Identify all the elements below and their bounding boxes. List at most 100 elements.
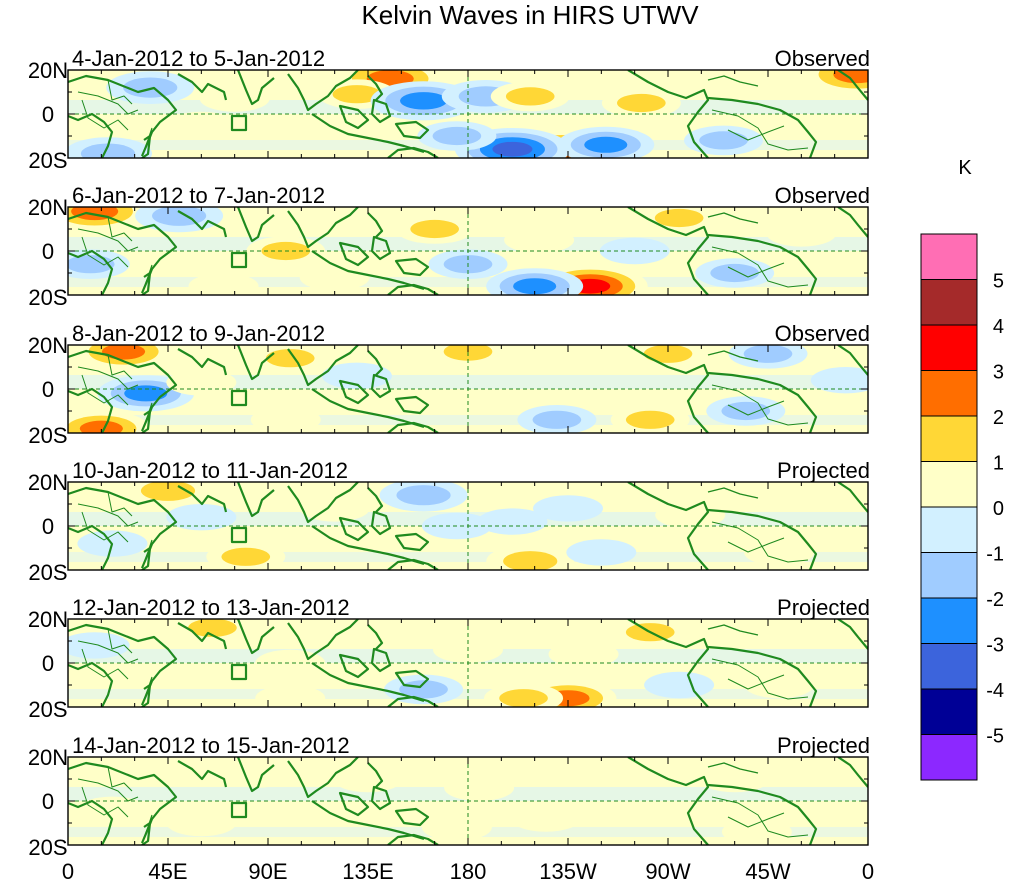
- colorbar-label: 0: [993, 498, 1004, 520]
- panel-kind-label: Projected: [777, 733, 870, 758]
- anomaly-contour: [510, 805, 581, 832]
- anomaly-contour: [644, 671, 715, 699]
- anomaly-contour: [444, 774, 515, 801]
- anomaly-contour: [221, 761, 292, 788]
- anomaly-contour: [721, 401, 771, 421]
- colorbar-swatch: [920, 643, 978, 690]
- colorbar-label: 3: [993, 362, 1004, 384]
- y-tick-label: 20N: [28, 745, 68, 770]
- panel-period-label: 14-Jan-2012 to 15-Jan-2012: [72, 733, 350, 758]
- anomaly-contour: [199, 85, 270, 112]
- panel-6: 20N 0 20S 14-Jan-2012 to 15-Jan-2012 Project…: [28, 733, 870, 860]
- x-axis: 0 45E 90E 135E 180 135W 90W 45W 0: [62, 859, 874, 884]
- anomaly-contour: [599, 757, 670, 784]
- anomaly-contour: [744, 482, 815, 509]
- x-tick-label: 135E: [342, 859, 393, 884]
- anomaly-contour: [140, 482, 196, 501]
- anomaly-contour: [166, 809, 237, 837]
- anomaly-contour: [221, 547, 271, 566]
- colorbar-swatch: [920, 552, 978, 599]
- y-tick-label: 20S: [28, 560, 67, 585]
- panel-period-label: 6-Jan-2012 to 7-Jan-2012: [72, 183, 325, 208]
- y-tick-label: 20N: [28, 470, 68, 495]
- anomaly-contour: [166, 111, 237, 139]
- colorbar-label: 1: [993, 453, 1004, 475]
- panel-streak: [68, 552, 868, 562]
- y-tick-label: 0: [42, 377, 54, 402]
- colorbar-label: -3: [986, 635, 1004, 657]
- colorbar-label: 5: [993, 271, 1004, 293]
- anomaly-contour: [744, 671, 815, 699]
- y-tick-label: 20S: [28, 835, 67, 860]
- y-tick-label: 20N: [28, 195, 68, 220]
- anomaly-contour: [655, 501, 726, 529]
- panel-3: 20N 0 20S 8-Jan-2012 to 9-Jan-2012 Observed: [28, 321, 870, 448]
- anomaly-contour: [643, 345, 693, 363]
- colorbar-label: -4: [986, 680, 1004, 702]
- x-tick-label: 90E: [248, 859, 287, 884]
- anomaly-contour: [744, 619, 815, 646]
- anomaly-contour: [265, 349, 315, 368]
- x-tick-label: 45W: [745, 859, 790, 884]
- colorbar-label: 4: [993, 316, 1004, 338]
- anomaly-contour: [80, 143, 136, 158]
- anomaly-contour: [744, 539, 815, 566]
- colorbar-swatch: [920, 415, 978, 462]
- anomaly-contour: [68, 255, 115, 274]
- panel-period-label: 12-Jan-2012 to 13-Jan-2012: [72, 595, 350, 620]
- panel-period-label: 8-Jan-2012 to 9-Jan-2012: [72, 321, 325, 346]
- colorbar-swatch: [920, 324, 978, 371]
- panel-kind-label: Observed: [775, 46, 870, 71]
- anomaly-contour: [548, 641, 619, 668]
- panel-4: 20N 0 20S 10-Jan-2012 to 11-Jan-2012 Project…: [28, 458, 870, 585]
- anomaly-contour: [421, 814, 492, 841]
- panel-kind-label: Observed: [775, 321, 870, 346]
- panel-streak: [68, 689, 868, 699]
- colorbar-swatch: [920, 233, 978, 280]
- colorbar-swatch: [920, 279, 978, 326]
- anomaly-contour: [504, 226, 575, 254]
- colorbar-label: -2: [986, 589, 1004, 611]
- anomaly-contour: [505, 87, 555, 106]
- anomaly-contour: [513, 278, 557, 295]
- anomaly-contour: [244, 70, 315, 97]
- anomaly-contour: [566, 539, 637, 566]
- colorbar-label: -5: [986, 726, 1004, 748]
- colorbar-swatch: [920, 506, 978, 553]
- colorbar: 5 4 3 2 1 0 -1 -2 -3 -4 -5: [920, 233, 1004, 781]
- units-label: K: [958, 157, 972, 179]
- anomaly-contour: [188, 619, 237, 637]
- chart-title: Kelvin Waves in HIRS UTWV: [361, 0, 699, 30]
- colorbar-swatch: [920, 461, 978, 508]
- colorbar-swatch: [920, 688, 978, 735]
- panels: 20N 0 20S 4-Jan-2012 to 5-Jan-2012 Observed 2…: [28, 46, 870, 860]
- x-tick-label: 90W: [645, 859, 690, 884]
- y-tick-label: 20S: [28, 148, 67, 173]
- x-tick-label: 0: [862, 859, 874, 884]
- y-tick-label: 0: [42, 102, 54, 127]
- panel-kind-label: Projected: [777, 595, 870, 620]
- anomaly-contour: [166, 504, 237, 531]
- anomaly-contour: [250, 406, 321, 433]
- anomaly-contour: [721, 818, 792, 845]
- anomaly-contour: [123, 77, 178, 98]
- y-tick-label: 0: [42, 514, 54, 539]
- y-tick-label: 20N: [28, 607, 68, 632]
- anomaly-contour: [432, 126, 482, 146]
- anomaly-contour: [333, 765, 403, 793]
- anomaly-contour: [617, 93, 666, 113]
- panel-kind-label: Projected: [777, 458, 870, 483]
- colorbar-swatch: [920, 734, 978, 781]
- anomaly-contour: [625, 410, 675, 429]
- panel-2: 20N 0 20S 6-Jan-2012 to 7-Jan-2012 Observed: [28, 183, 870, 310]
- colorbar-swatch: [920, 597, 978, 644]
- panel-period-label: 4-Jan-2012 to 5-Jan-2012: [72, 46, 325, 71]
- y-tick-label: 20S: [28, 285, 67, 310]
- panel-kind-label: Observed: [775, 183, 870, 208]
- anomaly-contour: [503, 551, 558, 570]
- anomaly-contour: [299, 264, 370, 291]
- anomaly-contour: [410, 219, 459, 239]
- anomaly-contour: [396, 485, 451, 506]
- x-tick-label: 45E: [148, 859, 187, 884]
